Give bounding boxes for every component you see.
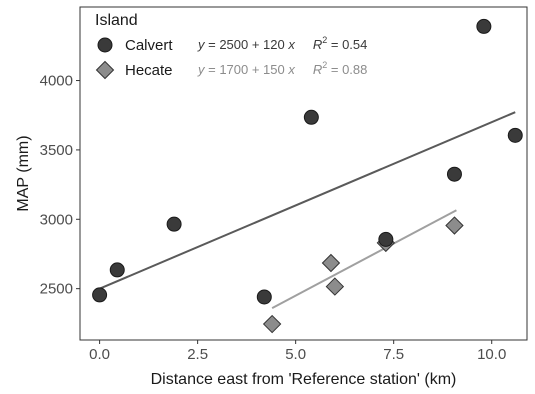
legend-key-hecate [95, 60, 115, 80]
x-tick-label: 7.5 [383, 346, 404, 363]
data-points [92, 18, 523, 334]
fit-lines [99, 111, 516, 309]
point-calvert [303, 109, 319, 125]
legend: Island Calvert y = 2500 + 120 x R2 = 0.54 H… [95, 12, 367, 80]
point-calvert [256, 289, 272, 305]
x-tick-label: 10.0 [477, 346, 506, 363]
fit-line-calvert [99, 111, 516, 290]
point-calvert [476, 18, 492, 34]
point-calvert [507, 127, 523, 143]
point-calvert [92, 287, 108, 303]
legend-title: Island [95, 12, 138, 29]
point-calvert [378, 231, 394, 247]
y-tick-label: 3000 [40, 211, 73, 228]
y-axis-title: MAP (mm) [15, 135, 32, 211]
plot-panel-border [79, 6, 528, 341]
legend-label-hecate: Hecate [125, 62, 173, 79]
legend-label-calvert: Calvert [125, 37, 173, 54]
fit-line-hecate [271, 209, 457, 309]
x-tick-label: 0.0 [89, 346, 110, 363]
y-tick-label: 3500 [40, 142, 73, 159]
point-hecate [445, 216, 464, 235]
x-axis-ticks: 0.0 2.5 5.0 7.5 10.0 [89, 340, 506, 363]
point-hecate [262, 314, 282, 334]
x-axis-title: Distance east from 'Reference station' (… [151, 371, 457, 388]
legend-equation-hecate: y = 1700 + 150 x R2 = 0.88 [197, 60, 367, 77]
y-tick-label: 2500 [40, 281, 73, 298]
point-hecate [321, 253, 341, 273]
y-tick-label: 4000 [40, 73, 73, 90]
x-tick-label: 2.5 [187, 346, 208, 363]
x-tick-label: 5.0 [285, 346, 306, 363]
y-axis-ticks: 2500 3000 3500 4000 [40, 73, 80, 298]
point-calvert [166, 216, 182, 232]
point-calvert [446, 166, 462, 182]
legend-key-calvert [97, 37, 113, 53]
point-calvert [109, 262, 125, 278]
point-hecate [325, 277, 345, 296]
legend-equation-calvert: y = 2500 + 120 x R2 = 0.54 [197, 35, 367, 52]
